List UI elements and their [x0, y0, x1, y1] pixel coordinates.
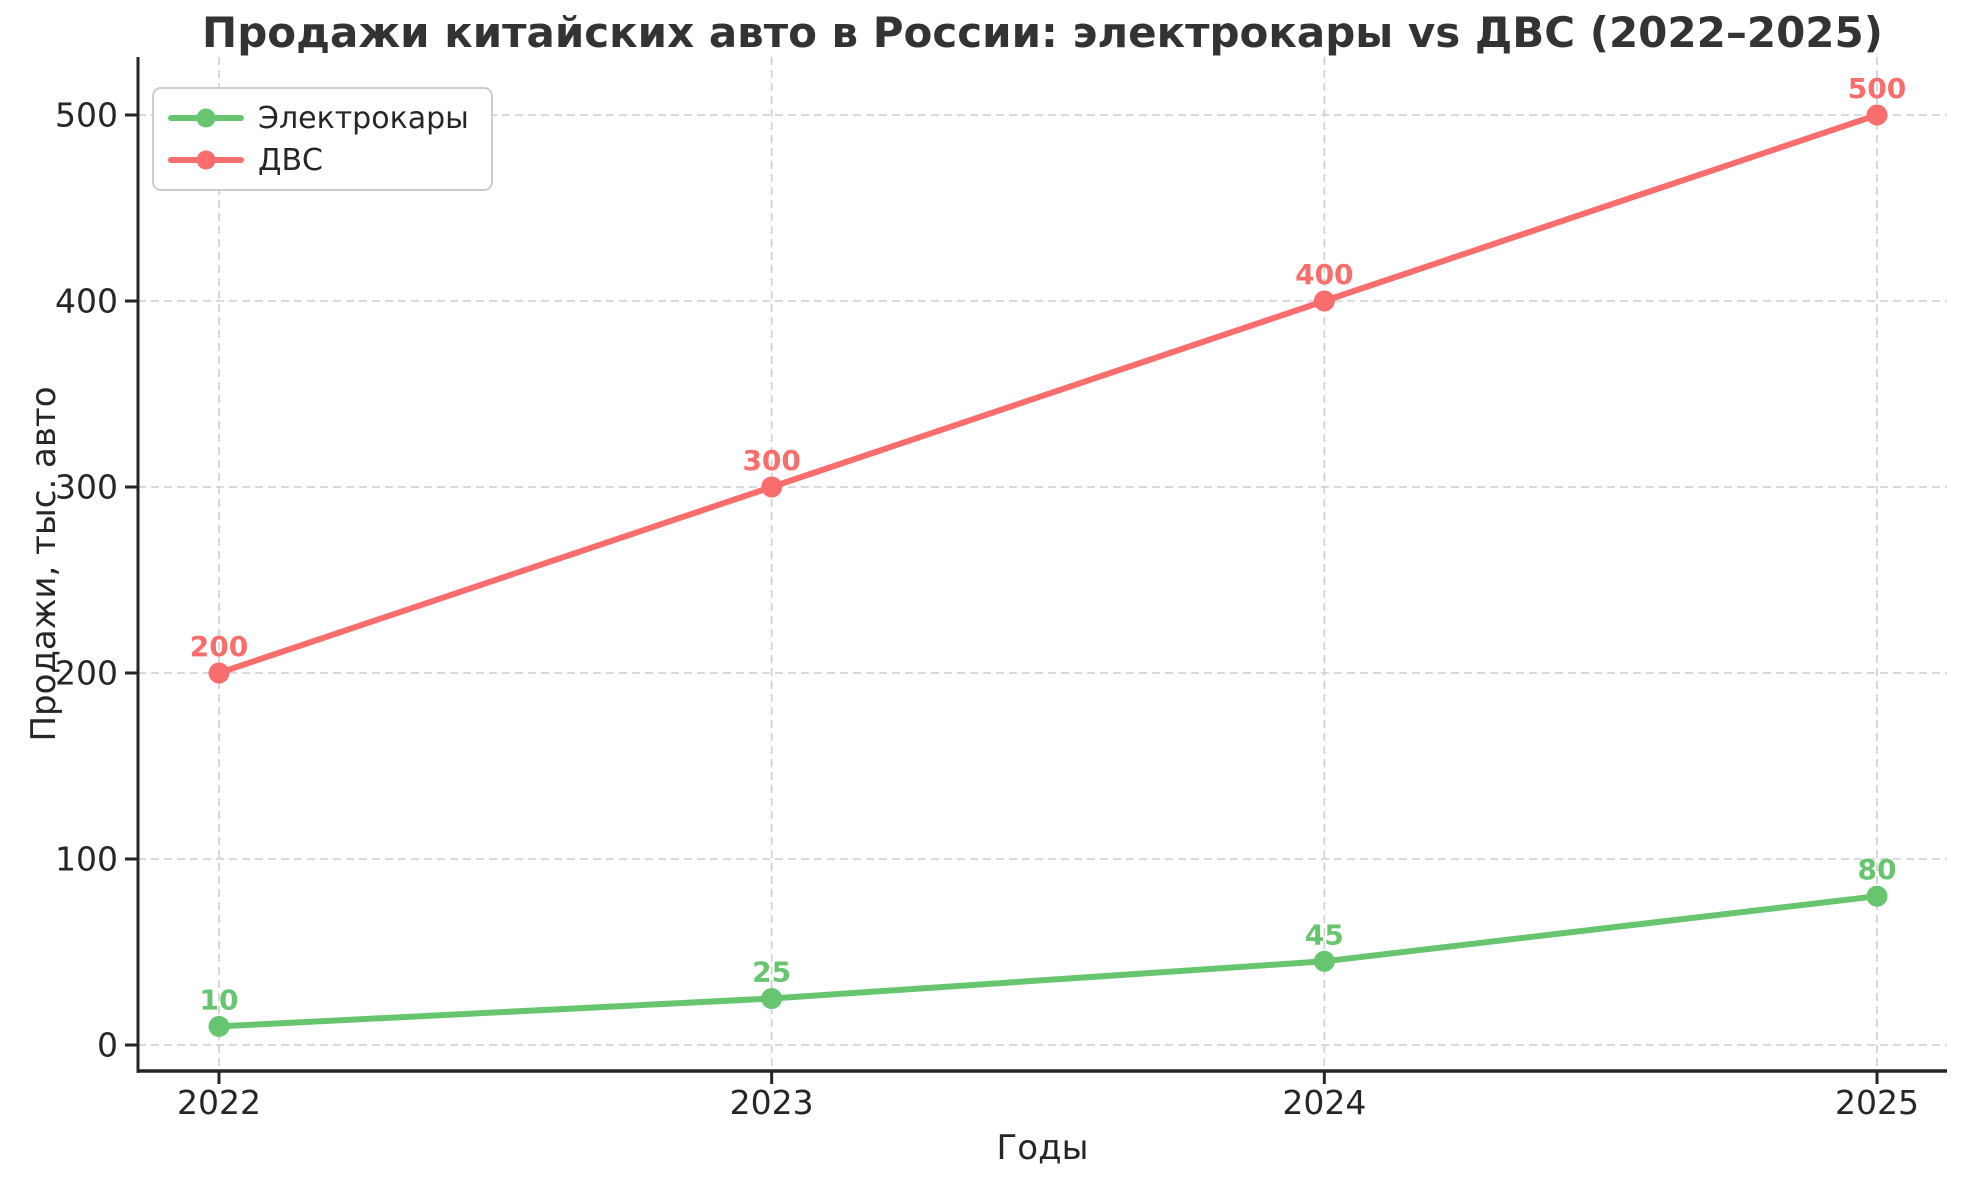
data-label: 300: [742, 444, 800, 477]
data-point: [1313, 290, 1335, 312]
data-label: 10: [200, 983, 239, 1016]
y-axis-label: Продажи, тыс. авто: [24, 386, 64, 742]
data-point: [208, 1015, 230, 1037]
x-axis-label: Годы: [996, 1128, 1089, 1168]
data-point: [1866, 104, 1888, 126]
series-line: [216, 893, 1881, 1030]
y-tick-label: 0: [97, 1026, 118, 1065]
legend-swatch-line-icon: [168, 150, 244, 170]
data-label: 500: [1848, 72, 1906, 105]
y-tick-label: 100: [55, 840, 118, 879]
data-point: [1313, 950, 1335, 972]
series-line: [216, 112, 1881, 676]
legend-label-electric: Электрокары: [258, 100, 469, 136]
data-label: 400: [1295, 258, 1353, 291]
legend-item-ice: ДВС: [168, 141, 469, 179]
data-label: 25: [752, 956, 791, 989]
data-label: 200: [190, 630, 248, 663]
data-point: [761, 476, 783, 498]
legend-swatch-line-icon: [168, 108, 244, 128]
legend-item-electric: Электрокары: [168, 99, 469, 137]
y-tick-label: 500: [55, 96, 118, 135]
chart-title: Продажи китайских авто в России: электро…: [202, 8, 1883, 57]
data-point: [1866, 885, 1888, 907]
legend-label-ice: ДВС: [258, 142, 323, 178]
x-tick-label: 2022: [177, 1083, 261, 1122]
data-point: [761, 988, 783, 1009]
y-tick-label: 400: [55, 282, 118, 321]
data-point: [208, 662, 230, 684]
data-label: 80: [1858, 853, 1897, 886]
x-tick-label: 2025: [1835, 1083, 1919, 1122]
x-tick-label: 2023: [730, 1083, 814, 1122]
legend: Электрокары ДВС: [152, 87, 493, 191]
y-tick-label: 300: [55, 468, 118, 507]
x-tick-label: 2024: [1282, 1083, 1366, 1122]
data-label: 45: [1305, 918, 1344, 951]
y-tick-label: 200: [55, 654, 118, 693]
